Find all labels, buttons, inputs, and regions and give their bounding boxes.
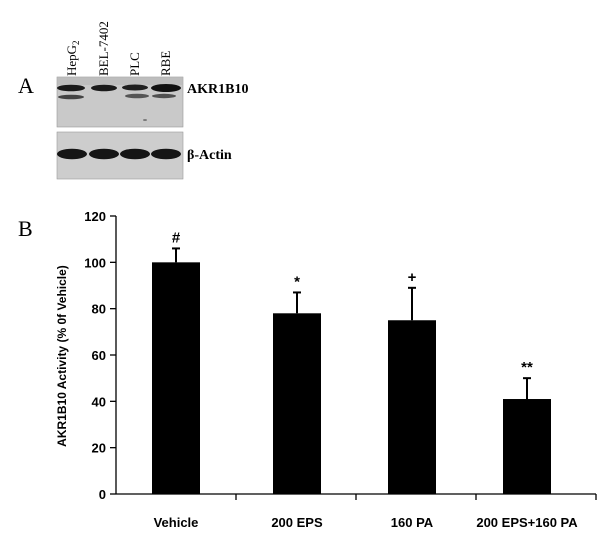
bars <box>152 262 551 494</box>
lane-labels: HepG2 BEL-7402 PLC RBE <box>64 21 173 76</box>
band-akr1b10-bel7402 <box>91 84 117 92</box>
blot-beta-actin <box>56 131 184 180</box>
x-tick-label: 160 PA <box>391 515 434 530</box>
blot-akr1b10-shade <box>57 77 183 85</box>
band-actin-hepg2 <box>57 148 87 160</box>
band-akr1b10-hepg2-lower <box>58 94 84 100</box>
bar-2 <box>273 313 321 494</box>
error-bars <box>172 247 531 400</box>
lane-label-hepg2-text: HepG <box>64 45 79 76</box>
lane-label-bel7402: BEL-7402 <box>96 21 111 76</box>
y-axis: 0 20 40 60 80 100 120 <box>84 209 117 502</box>
panel-b: B AKR1B10 Activity (% 0f Vehicle) 0 20 40 6… <box>18 209 597 530</box>
y-tick-label: 80 <box>92 302 106 317</box>
blot-speck <box>143 119 147 121</box>
band-akr1b10-plc-lower <box>125 93 149 99</box>
lane-label-hepg2: HepG2 <box>64 40 81 76</box>
x-tick-label: Vehicle <box>154 515 199 530</box>
lane-label-plc: PLC <box>127 52 142 76</box>
bar-annotations: # * + ** <box>172 229 533 376</box>
bar-1 <box>152 262 200 494</box>
blot-akr1b10 <box>56 76 184 128</box>
significance-marker: # <box>172 229 181 246</box>
blot-label-beta-actin: β-Actin <box>187 148 232 163</box>
band-akr1b10-plc <box>122 84 148 91</box>
bar-3 <box>388 320 436 494</box>
band-akr1b10-hepg2 <box>57 84 85 92</box>
significance-marker: ** <box>521 359 533 376</box>
band-actin-plc <box>120 148 150 160</box>
y-tick-label: 60 <box>92 348 106 363</box>
lane-label-hepg2-subscript: 2 <box>71 40 81 45</box>
y-axis-title: AKR1B10 Activity (% 0f Vehicle) <box>55 265 69 447</box>
x-tick-label: 200 EPS+160 PA <box>476 515 578 530</box>
bar-4 <box>503 399 551 494</box>
x-tick-labels: Vehicle 200 EPS 160 PA 200 EPS+160 PA <box>154 515 579 530</box>
panel-a-label: A <box>18 73 34 98</box>
band-akr1b10-rbe <box>151 84 181 92</box>
y-tick-label: 100 <box>84 255 106 270</box>
band-actin-rbe <box>151 148 181 160</box>
band-actin-bel7402 <box>89 148 119 160</box>
y-tick-label: 120 <box>84 209 106 224</box>
y-tick-label: 0 <box>99 487 106 502</box>
significance-marker: + <box>408 269 417 286</box>
x-tick-label: 200 EPS <box>271 515 323 530</box>
panel-a: A HepG2 BEL-7402 PLC RBE AKR1B10 <box>18 21 248 180</box>
y-tick-label: 20 <box>92 441 106 456</box>
lane-label-rbe: RBE <box>158 51 173 76</box>
panel-b-label: B <box>18 216 33 241</box>
significance-marker: * <box>294 273 300 290</box>
band-akr1b10-rbe-lower <box>152 93 176 99</box>
x-axis <box>116 493 597 500</box>
blot-label-akr1b10: AKR1B10 <box>187 82 248 97</box>
y-tick-label: 40 <box>92 394 106 409</box>
